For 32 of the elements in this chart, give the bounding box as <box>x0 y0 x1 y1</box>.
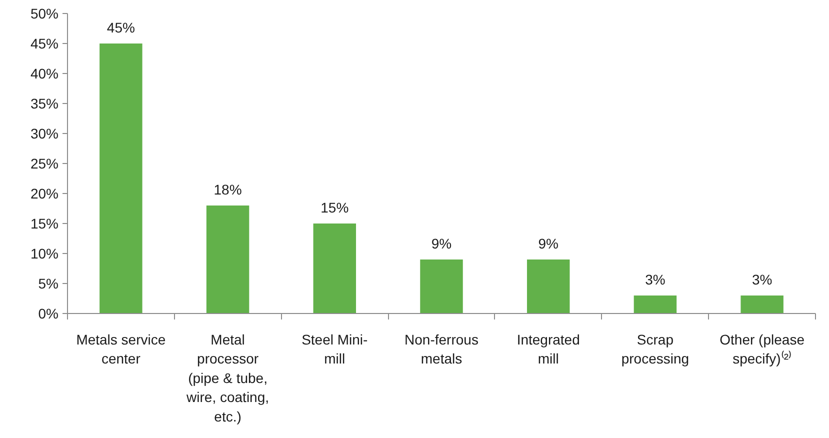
bar <box>100 44 142 314</box>
y-tick-label: 30% <box>30 126 59 142</box>
y-tick-label: 25% <box>30 156 59 172</box>
data-label: 9% <box>431 236 452 252</box>
y-tick-label: 45% <box>30 36 59 52</box>
y-tick-label: 15% <box>30 216 59 232</box>
data-label: 18% <box>214 182 242 198</box>
bar <box>313 224 356 314</box>
bar <box>634 296 677 314</box>
y-tick-label: 20% <box>30 186 59 202</box>
bar <box>206 206 250 314</box>
data-label: 9% <box>538 236 558 252</box>
data-label: 15% <box>320 200 349 216</box>
bar <box>740 296 784 314</box>
y-tick-label: 35% <box>30 96 59 112</box>
x-tick-label: Scrap processing <box>621 332 690 367</box>
x-tick-label: Integrated mill <box>516 332 580 367</box>
data-label: 3% <box>752 272 772 288</box>
x-tick-label: Steel Mini-mill <box>302 332 368 367</box>
x-tick-label: Metal processor (pipe & tube, wire, coating, etc.) <box>186 332 270 424</box>
y-tick-label: 40% <box>30 66 59 82</box>
y-tick-label: 0% <box>38 306 58 322</box>
data-label: 45% <box>106 20 135 36</box>
x-tick-label: Other (please specify)⁽²⁾ <box>720 332 805 367</box>
data-label: 3% <box>645 272 666 288</box>
bar <box>526 260 570 314</box>
bar <box>420 260 463 314</box>
y-tick-label: 10% <box>30 246 59 262</box>
y-tick-label: 5% <box>38 276 58 292</box>
y-tick-label: 50% <box>30 6 59 22</box>
x-tick-label: Metals service center <box>76 332 166 367</box>
x-tick-label: Non-ferrous metals <box>404 332 478 367</box>
